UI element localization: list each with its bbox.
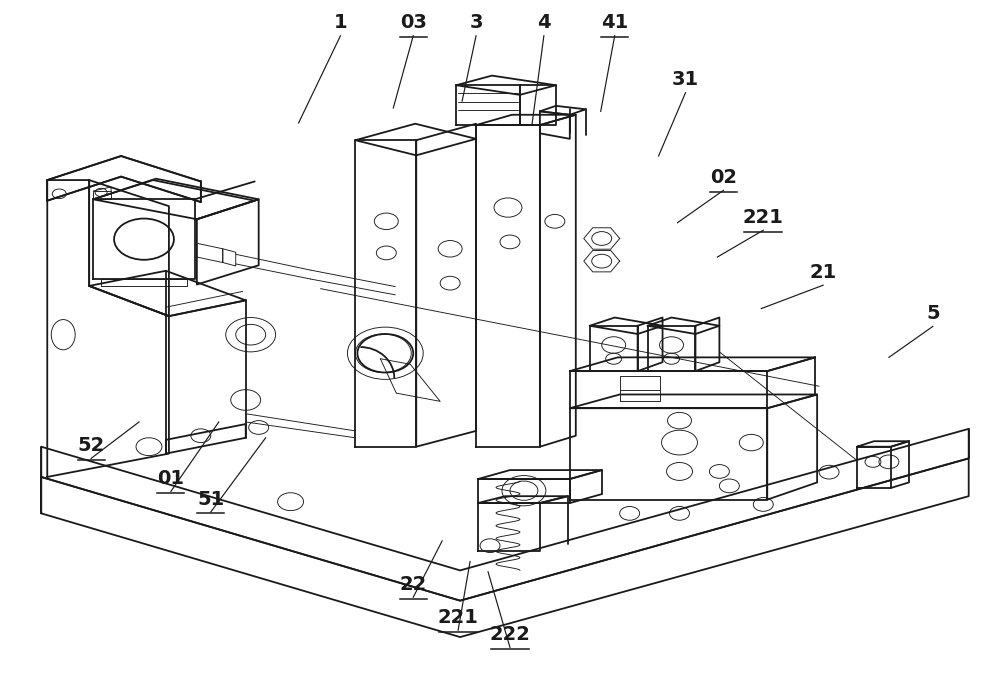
Text: 51: 51 <box>197 490 224 509</box>
Text: 221: 221 <box>438 608 479 627</box>
Text: 21: 21 <box>809 263 837 282</box>
Text: 4: 4 <box>537 13 551 32</box>
Text: 3: 3 <box>469 13 483 32</box>
Text: 41: 41 <box>601 13 628 32</box>
Text: 31: 31 <box>672 70 699 89</box>
Text: 02: 02 <box>710 168 737 187</box>
Text: 03: 03 <box>400 13 427 32</box>
Text: 1: 1 <box>334 13 347 32</box>
Text: 5: 5 <box>926 304 940 323</box>
Text: 222: 222 <box>490 625 530 644</box>
Text: 22: 22 <box>400 575 427 594</box>
Text: 01: 01 <box>157 469 184 488</box>
Text: 52: 52 <box>78 436 105 455</box>
Text: 221: 221 <box>743 208 784 227</box>
